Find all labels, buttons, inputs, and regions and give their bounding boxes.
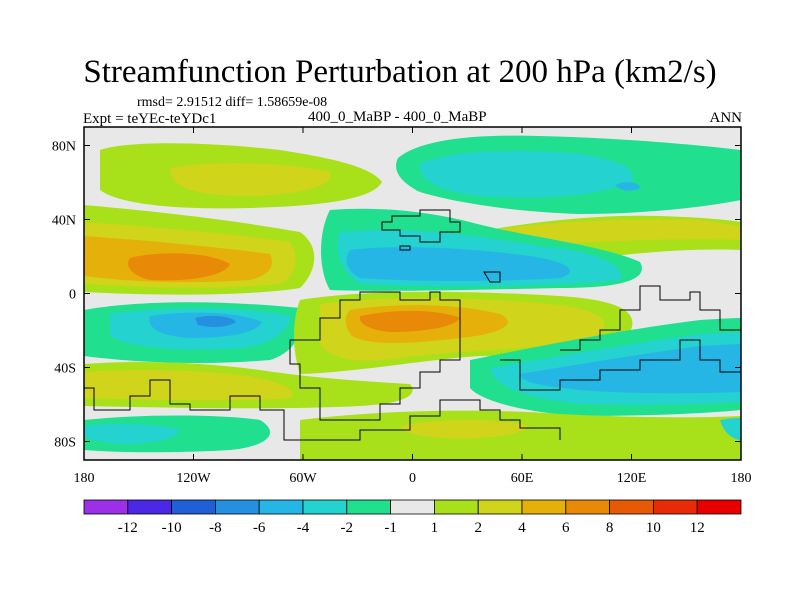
colorbar-swatch — [477, 499, 523, 515]
colorbar-label: 2 — [474, 520, 482, 536]
coastline-island-a — [483, 271, 501, 283]
x-tick-label: 60E — [511, 471, 534, 486]
contour-neg-s4c — [520, 344, 741, 394]
colorbar-swatch — [83, 499, 129, 515]
season-label: ANN — [709, 110, 743, 126]
case-label: 400_0_MaBP - 400_0_MaBP — [308, 109, 487, 125]
colorbar-label: -8 — [209, 520, 222, 536]
coastline-east — [500, 285, 741, 391]
colorbar-label: 10 — [646, 520, 661, 536]
colorbar-swatch — [302, 499, 348, 515]
contour-pos-s2d — [359, 310, 460, 332]
y-tick-label: 80S — [54, 436, 76, 451]
contour-pos-s6 — [300, 410, 741, 460]
contour-pos-s3b — [84, 369, 293, 401]
colorbar-swatch — [214, 499, 260, 515]
coastline-africa — [289, 291, 461, 421]
x-tick-label: 180 — [731, 471, 752, 486]
x-tick-label: 180 — [74, 471, 95, 486]
colorbar-label: -4 — [297, 520, 310, 536]
y-tick-label: 40S — [54, 362, 76, 377]
colorbar-label: -1 — [384, 520, 397, 536]
x-tick-label: 120E — [617, 471, 647, 486]
colorbar-swatch — [390, 499, 435, 515]
colorbar-label: 1 — [431, 520, 439, 536]
coastline-north — [381, 209, 461, 243]
colorbar-label: -10 — [162, 520, 182, 536]
y-tick-label: 0 — [69, 288, 76, 303]
experiment-label: Expt = teYEc-teYDc1 — [83, 111, 217, 127]
coastline-southamerica — [84, 379, 561, 441]
colorbar-label: -2 — [341, 520, 354, 536]
x-tick-label: 60W — [289, 471, 317, 486]
chart-title: Streamfunction Perturbation at 200 hPa (… — [83, 54, 717, 90]
coastline-island-b — [399, 245, 411, 251]
colorbar-swatch — [521, 499, 567, 515]
contour-neg-s1d — [195, 315, 236, 327]
colorbar-label: -12 — [118, 520, 138, 536]
y-tick-label: 40N — [52, 214, 76, 229]
colorbar-label: -6 — [253, 520, 266, 536]
contour-neg-n2c — [615, 182, 640, 191]
colorbar-label: 6 — [562, 520, 570, 536]
colorbar-swatch — [346, 499, 391, 515]
colorbar-label: 8 — [606, 520, 614, 536]
x-axis: 180 120W 60W 0 60E 120E 180 — [74, 127, 752, 486]
x-tick-label: 0 — [409, 471, 416, 486]
colorbar-swatch — [433, 499, 479, 515]
contour-pos-m2b — [480, 219, 741, 244]
contour-pos-s6b — [400, 420, 530, 439]
contour-neg-n2b — [419, 150, 633, 198]
colorbar-swatch — [565, 499, 610, 515]
coastlines — [84, 209, 741, 441]
colorbar-swatch — [127, 499, 173, 515]
contour-pos-m1d — [128, 253, 230, 281]
rmsd-label: rmsd= 2.91512 diff= 1.58659e-08 — [137, 95, 328, 110]
colorbar-swatch — [258, 499, 304, 515]
colorbar-swatch — [653, 499, 698, 515]
colorbar-label: 12 — [690, 520, 705, 536]
colorbar: -12 -10 -8 -6 -4 -2 -1 1 2 4 6 8 10 12 — [83, 499, 742, 536]
y-axis: 80N 40N 0 40S 80S — [52, 140, 741, 451]
colorbar-swatch — [609, 499, 654, 515]
contour-neg-s5b — [84, 423, 180, 444]
contour-neg-m3c — [346, 247, 570, 281]
colorbar-swatch — [171, 499, 216, 515]
contour-pos-n1b — [170, 163, 331, 196]
colorbar-label: 4 — [518, 520, 526, 536]
x-tick-label: 120W — [176, 471, 211, 486]
contour-fields — [84, 135, 741, 460]
y-tick-label: 80N — [52, 140, 76, 155]
contour-neg-s7 — [720, 418, 741, 440]
colorbar-swatch — [696, 499, 742, 515]
